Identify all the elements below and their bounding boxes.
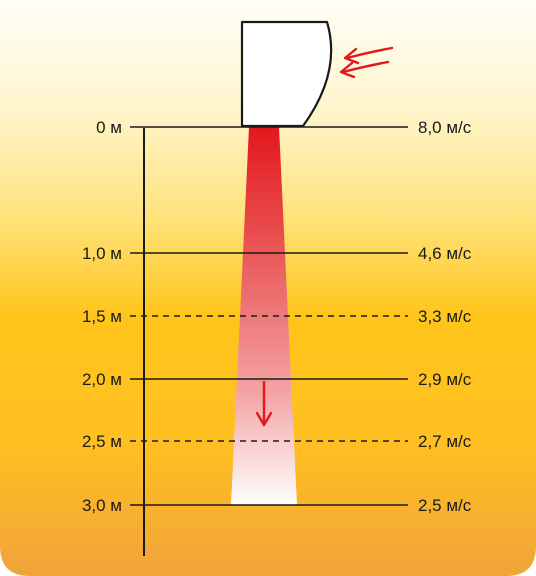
row-4: 2,5 м 2,7 м/с [82, 432, 472, 451]
height-label: 3,0 м [82, 496, 122, 515]
height-label: 2,5 м [82, 432, 122, 451]
row-1: 1,0 м 4,6 м/с [82, 244, 472, 263]
speed-label: 4,6 м/с [418, 244, 472, 263]
height-label: 2,0 м [82, 370, 122, 389]
height-label: 1,0 м [82, 244, 122, 263]
speed-label: 3,3 м/с [418, 307, 472, 326]
air-conditioner-unit [240, 20, 333, 128]
speed-label: 2,5 м/с [418, 496, 472, 515]
speed-label: 8,0 м/с [418, 118, 472, 137]
height-label: 0 м [96, 118, 122, 137]
row-5: 3,0 м 2,5 м/с [82, 496, 472, 515]
height-label: 1,5 м [82, 307, 122, 326]
airflow-direction-arrow-icon [255, 380, 273, 427]
row-3: 2,0 м 2,9 м/с [82, 370, 472, 389]
air-intake-arrows-icon [339, 46, 394, 79]
row-2: 1,5 м 3,3 м/с [82, 307, 472, 326]
speed-label: 2,7 м/с [418, 432, 472, 451]
speed-label: 2,9 м/с [418, 370, 472, 389]
row-0: 0 м 8,0 м/с [96, 118, 472, 137]
